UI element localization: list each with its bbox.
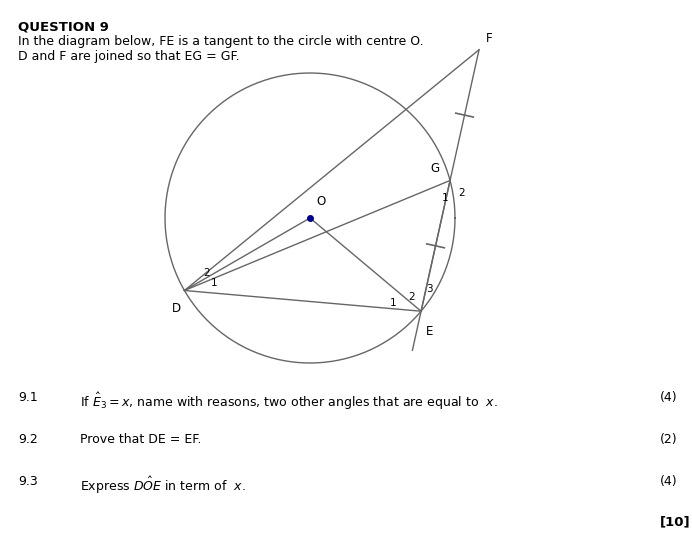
Text: 9.2: 9.2	[18, 433, 38, 446]
Text: [10]: [10]	[660, 515, 691, 528]
Text: (4): (4)	[660, 475, 677, 488]
Text: (4): (4)	[660, 391, 677, 404]
Text: D: D	[172, 302, 181, 316]
Text: If $\hat{E}_3 = x$, name with reasons, two other angles that are equal to  $x$.: If $\hat{E}_3 = x$, name with reasons, t…	[80, 391, 498, 412]
Text: QUESTION 9: QUESTION 9	[18, 20, 109, 33]
Text: 1: 1	[211, 278, 218, 288]
Text: 1: 1	[441, 194, 448, 204]
Text: 2: 2	[203, 268, 210, 278]
Text: 3: 3	[426, 284, 432, 294]
Text: F: F	[486, 32, 493, 45]
Text: G: G	[430, 163, 439, 175]
Text: 9.1: 9.1	[18, 391, 38, 404]
Text: E: E	[426, 325, 433, 338]
Text: Prove that DE = EF.: Prove that DE = EF.	[80, 433, 201, 446]
Text: 1: 1	[390, 298, 397, 308]
Text: O: O	[316, 195, 325, 208]
Text: 2: 2	[408, 292, 415, 302]
Text: 2: 2	[459, 189, 466, 199]
Text: D and F are joined so that EG = GF.: D and F are joined so that EG = GF.	[18, 50, 239, 63]
Text: 9.3: 9.3	[18, 475, 38, 488]
Text: Express $D\hat{O}E$ in term of  $x$.: Express $D\hat{O}E$ in term of $x$.	[80, 475, 246, 496]
Text: (2): (2)	[660, 433, 677, 446]
Text: In the diagram below, FE is a tangent to the circle with centre O.: In the diagram below, FE is a tangent to…	[18, 35, 424, 48]
